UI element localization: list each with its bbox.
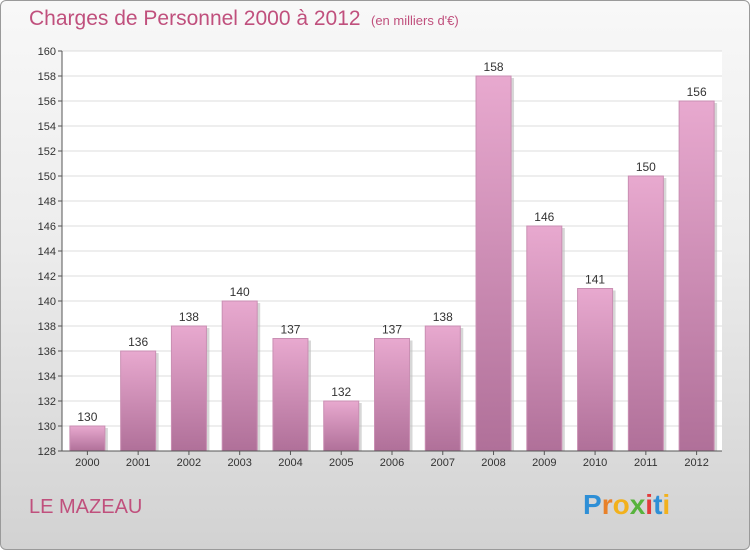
axes <box>58 50 722 455</box>
logo-letter: P <box>583 489 602 520</box>
bar <box>526 225 563 452</box>
logo-letter: i <box>662 489 671 520</box>
data-label: 137 <box>382 323 402 337</box>
bar <box>424 325 461 452</box>
bar <box>323 400 360 452</box>
y-tick-label: 158 <box>38 71 56 83</box>
bar <box>374 338 410 452</box>
x-tick-label: 2003 <box>227 457 251 469</box>
x-tick-label: 2005 <box>329 457 353 469</box>
bar <box>678 100 715 452</box>
proxiti-logo: Proxiti <box>583 489 670 521</box>
x-tick-label: 2004 <box>278 457 302 469</box>
data-label: 156 <box>687 85 707 99</box>
data-label: 150 <box>636 160 656 174</box>
labels: 128 130 132 134 136 138 140 142 144 146 148 150 152 1… <box>38 46 709 469</box>
y-tick-label: 154 <box>38 121 56 133</box>
x-tick-label: 2009 <box>532 457 556 469</box>
x-tick-label: 2011 <box>634 457 658 469</box>
x-tick-label: 2000 <box>75 457 99 469</box>
y-tick-label: 146 <box>38 221 56 233</box>
bars <box>69 75 718 452</box>
y-tick-label: 136 <box>38 346 56 358</box>
data-label: 140 <box>230 285 250 299</box>
bar <box>627 175 664 452</box>
bar <box>272 338 309 452</box>
y-tick-label: 160 <box>38 46 56 58</box>
bar <box>69 425 106 452</box>
y-tick-label: 140 <box>38 296 56 308</box>
data-label: 132 <box>331 385 351 399</box>
chart-title: Charges de Personnel 2000 à 2012 <box>29 7 361 30</box>
x-tick-label: 2010 <box>583 457 607 469</box>
data-label: 136 <box>128 335 148 349</box>
y-tick-label: 144 <box>38 246 56 258</box>
data-label: 146 <box>534 210 554 224</box>
bar <box>475 75 512 452</box>
y-tick-label: 142 <box>38 271 56 283</box>
bar <box>170 325 207 452</box>
logo-letter: i <box>645 489 654 520</box>
data-label: 141 <box>585 273 605 287</box>
data-label: 137 <box>280 323 300 337</box>
y-tick-label: 150 <box>38 171 56 183</box>
x-tick-label: 2007 <box>431 457 455 469</box>
data-label: 138 <box>179 310 199 324</box>
data-label: 130 <box>77 410 97 424</box>
x-tick-label: 2006 <box>380 457 404 469</box>
y-tick-label: 138 <box>38 321 56 333</box>
data-label: 138 <box>433 310 453 324</box>
y-tick-label: 134 <box>38 371 56 383</box>
x-tick-label: 2008 <box>481 457 505 469</box>
x-tick-label: 2002 <box>177 457 201 469</box>
data-label: 158 <box>484 60 504 74</box>
y-tick-label: 132 <box>38 396 56 408</box>
x-tick-label: 2012 <box>684 457 708 469</box>
y-tick-label: 148 <box>38 196 56 208</box>
y-tick-label: 152 <box>38 146 56 158</box>
y-tick-label: 128 <box>38 446 56 458</box>
logo-letter: t <box>653 489 663 520</box>
commune-name: LE MAZEAU <box>29 496 143 518</box>
logo-letter: r <box>601 489 613 520</box>
x-tick-label: 2001 <box>126 457 150 469</box>
bar <box>221 300 258 452</box>
logo-letter: o <box>612 489 630 520</box>
bar <box>120 350 157 452</box>
bar <box>577 288 614 452</box>
logo-letter: x <box>629 489 646 520</box>
unit-note: (en milliers d'€) <box>371 13 459 28</box>
y-tick-label: 156 <box>38 96 56 108</box>
y-tick-label: 130 <box>38 421 56 433</box>
